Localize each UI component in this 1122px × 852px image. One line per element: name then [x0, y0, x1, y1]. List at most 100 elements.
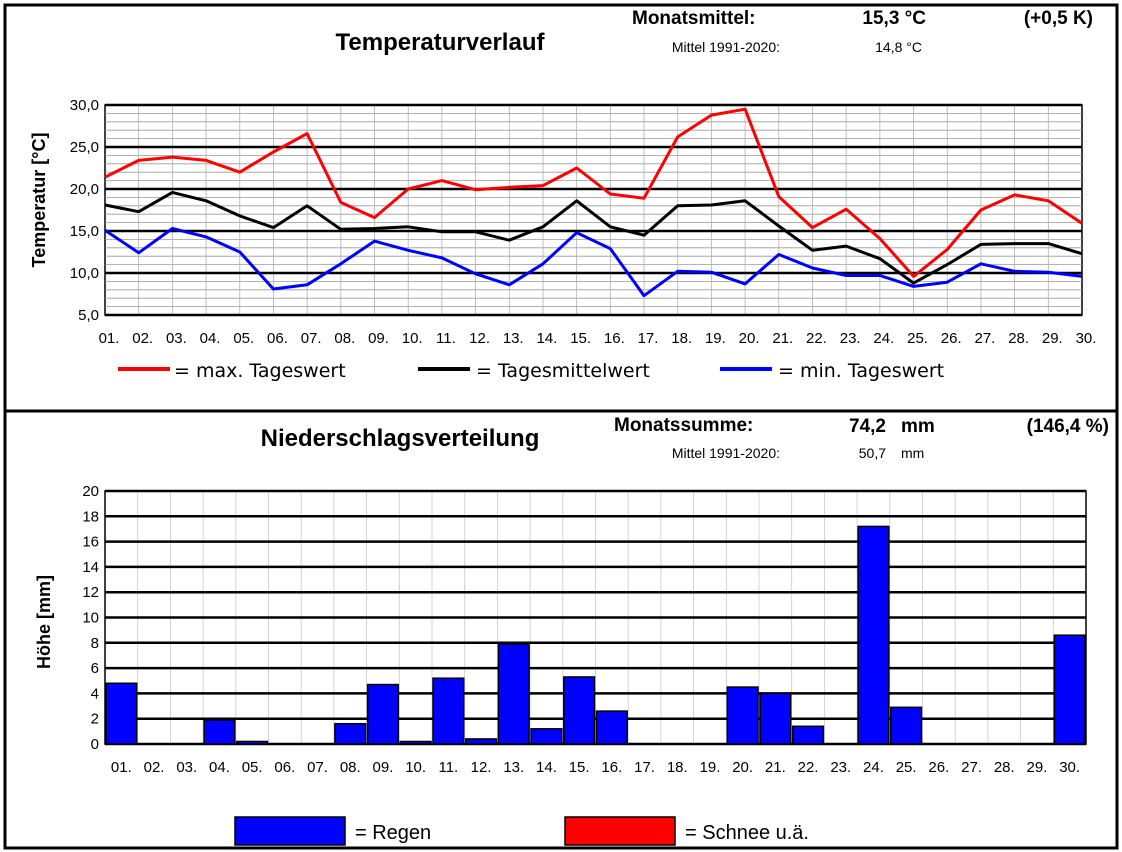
- rain-bar: [1053, 634, 1086, 745]
- temperature-x-tick-label: 12.: [469, 330, 490, 347]
- precipitation-y-tick-label: 8: [91, 635, 99, 652]
- monthly-mean-label: Monatsmittel:: [632, 8, 756, 29]
- temperature-y-tick-label: 10,0: [70, 265, 99, 282]
- precipitation-y-tick-label: 12: [82, 584, 99, 601]
- temperature-x-tick-label: 30.: [1076, 330, 1097, 347]
- legend-max-label: = max. Tageswert: [174, 360, 346, 382]
- mean-temperature-line: [104, 190, 1083, 285]
- precipitation-y-tick-label: 0: [91, 736, 99, 753]
- temperature-x-tick-label: 29.: [1042, 330, 1063, 347]
- temperature-x-tick-label: 22.: [806, 330, 827, 347]
- temperature-x-tick-label: 13.: [503, 330, 524, 347]
- precipitation-y-tick-label: 18: [82, 508, 99, 525]
- temperature-tick-labels: 5,0 10,0 15,0 20,0 25,0 30,0 01. 02. 03. 04. 05. 06…: [70, 97, 1097, 347]
- rain-bar: [105, 682, 138, 745]
- temperature-x-tick-label: 07.: [301, 330, 322, 347]
- precipitation-y-tick-label: 16: [82, 534, 99, 551]
- monthly-mean-deviation: (+0,5 K): [1024, 8, 1093, 29]
- precipitation-y-axis-label: Höhe [mm]: [34, 575, 54, 669]
- precipitation-x-tick-label: 21.: [765, 759, 786, 776]
- temperature-x-tick-label: 05.: [233, 330, 254, 347]
- temperature-y-tick-label: 15,0: [70, 223, 99, 240]
- precipitation-x-tick-label: 04.: [209, 759, 230, 776]
- temperature-x-tick-label: 28.: [1008, 330, 1029, 347]
- precipitation-x-tick-label: 03.: [176, 759, 197, 776]
- temperature-x-tick-label: 09.: [368, 330, 389, 347]
- precipitation-x-tick-label: 14.: [536, 759, 557, 776]
- temperature-x-tick-label: 25.: [907, 330, 928, 347]
- precipitation-x-tick-label: 26.: [928, 759, 949, 776]
- precipitation-bars: [105, 525, 1086, 745]
- temperature-x-tick-label: 03.: [166, 330, 187, 347]
- legend-snow-swatch: [564, 816, 676, 846]
- temperature-x-tick-label: 16.: [604, 330, 625, 347]
- precipitation-x-tick-label: 29.: [1027, 759, 1048, 776]
- temperature-grid: [104, 103, 1083, 317]
- temperature-x-tick-label: 11.: [436, 330, 456, 347]
- precipitation-x-tick-label: 30.: [1059, 759, 1080, 776]
- rain-bar: [791, 725, 825, 745]
- precipitation-x-tick-label: 01.: [111, 759, 132, 776]
- temperature-y-tick-label: 25,0: [70, 139, 99, 156]
- temperature-series: [104, 107, 1083, 298]
- precipitation-title: Niederschlagsverteilung: [261, 425, 540, 452]
- precipitation-y-tick-label: 10: [82, 610, 99, 627]
- precipitation-x-tick-label: 11.: [438, 759, 458, 776]
- rain-bar: [563, 676, 596, 745]
- temperature-y-tick-label: 5,0: [78, 307, 99, 324]
- temperature-x-tick-label: 10.: [402, 330, 423, 347]
- precipitation-x-tick-label: 10.: [405, 759, 426, 776]
- legend-snow-label: = Schnee u.ä.: [685, 822, 809, 844]
- temperature-x-tick-label: 24.: [873, 330, 894, 347]
- precipitation-x-tick-label: 12.: [471, 759, 492, 776]
- precipitation-tick-labels: 0 2 4 6 8 10 12 14 16 18 20 01. 02. 03. 04. 05. 06. 07. 08…: [82, 483, 1080, 776]
- rain-bar: [236, 740, 269, 745]
- precipitation-y-tick-label: 6: [91, 660, 99, 677]
- temperature-x-tick-label: 18.: [671, 330, 692, 347]
- rain-bar: [334, 723, 367, 745]
- precipitation-grid: [104, 489, 1087, 746]
- monthly-sum-label: Monatssumme:: [614, 415, 753, 436]
- temperature-x-tick-label: 08.: [334, 330, 355, 347]
- temperature-reference-value: 14,8 °C: [875, 39, 922, 55]
- temperature-x-tick-label: 19.: [705, 330, 726, 347]
- temperature-x-tick-label: 01.: [99, 330, 120, 347]
- temperature-x-tick-label: 02.: [132, 330, 153, 347]
- temperature-x-tick-label: 23.: [840, 330, 861, 347]
- precipitation-x-tick-label: 13.: [503, 759, 524, 776]
- temperature-x-tick-label: 17.: [638, 330, 659, 347]
- rain-bar: [595, 710, 628, 745]
- temperature-y-tick-label: 30,0: [70, 97, 99, 114]
- precipitation-x-tick-label: 18.: [667, 759, 688, 776]
- rain-bar: [464, 738, 498, 745]
- rain-bar: [203, 719, 236, 745]
- legend-rain-swatch: [234, 816, 346, 846]
- temperature-y-tick-label: 20,0: [70, 181, 99, 198]
- temperature-x-tick-label: 21.: [772, 330, 793, 347]
- monthly-sum-unit: mm: [901, 416, 935, 437]
- rain-bar: [726, 686, 759, 745]
- precipitation-x-tick-label: 24.: [863, 759, 884, 776]
- rain-bar: [366, 683, 400, 745]
- precipitation-x-tick-label: 20.: [732, 759, 753, 776]
- monthly-sum-value: 74,2: [849, 416, 886, 437]
- legend-mean-label: = Tagesmittelwert: [476, 360, 650, 382]
- precipitation-x-tick-label: 09.: [373, 759, 394, 776]
- temperature-x-tick-label: 14.: [537, 330, 558, 347]
- rain-bar: [432, 677, 465, 745]
- precipitation-y-tick-label: 4: [91, 685, 99, 702]
- temperature-x-tick-label: 27.: [975, 330, 996, 347]
- temperature-x-tick-label: 26.: [941, 330, 962, 347]
- precipitation-x-tick-label: 23.: [830, 759, 851, 776]
- precipitation-x-tick-label: 15.: [569, 759, 590, 776]
- rain-bar: [399, 740, 432, 745]
- rain-bar: [759, 692, 792, 745]
- max-temperature-line: [104, 107, 1083, 278]
- precipitation-x-tick-label: 06.: [274, 759, 295, 776]
- precipitation-x-tick-label: 07.: [307, 759, 328, 776]
- precipitation-x-tick-label: 25.: [896, 759, 917, 776]
- precipitation-x-tick-label: 19.: [700, 759, 721, 776]
- precipitation-x-tick-label: 17.: [634, 759, 655, 776]
- precipitation-reference-label: Mittel 1991-2020:: [672, 445, 780, 461]
